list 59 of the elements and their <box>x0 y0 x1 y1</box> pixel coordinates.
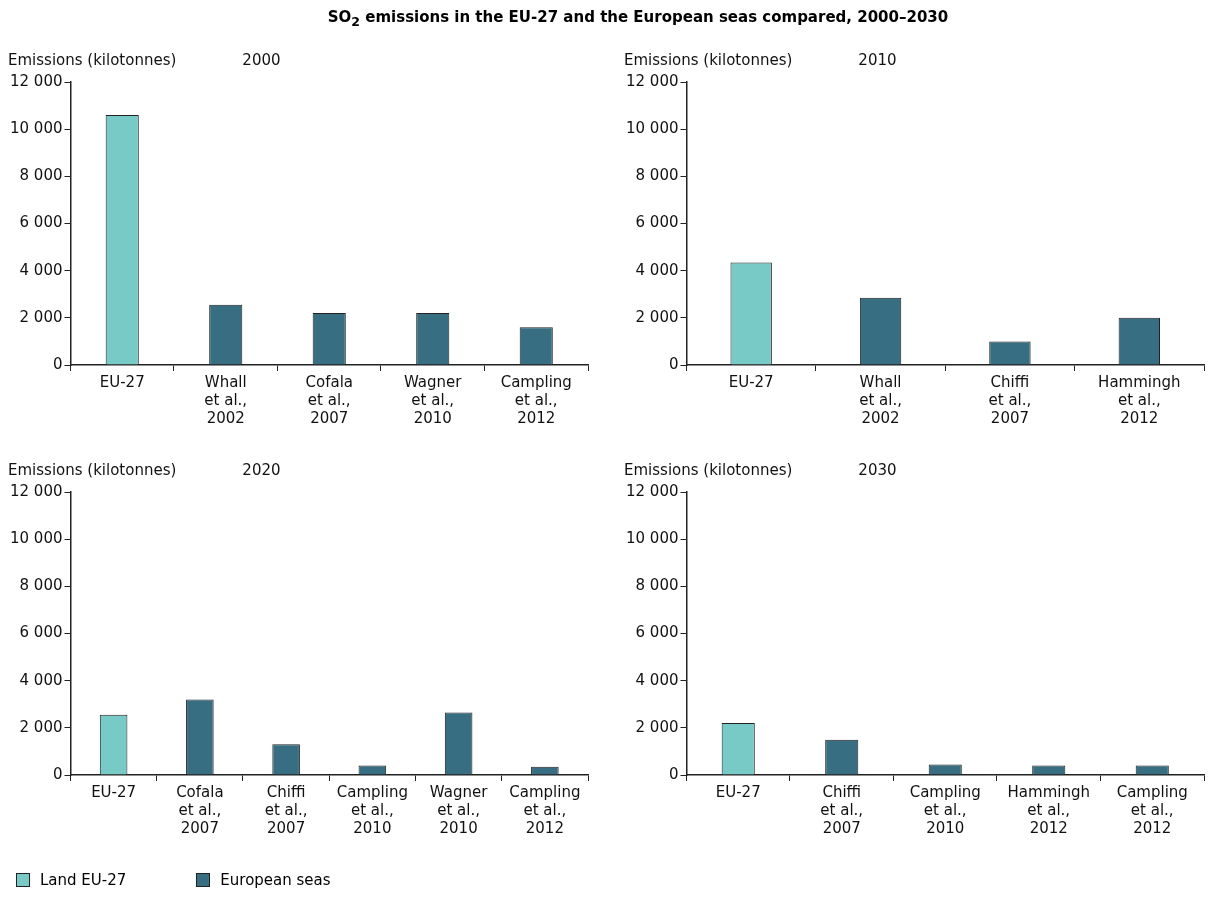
chart-subtitle: 2010 <box>858 51 897 71</box>
x-tick-label: Campling et al., 2012 <box>500 372 572 427</box>
chart-subtitle: 2030 <box>858 461 897 481</box>
x-tick-label: Campling et al., 2010 <box>336 782 408 837</box>
x-tick-label: Whall et al., 2002 <box>204 372 248 427</box>
y-tick-label: 6 000 <box>635 213 679 232</box>
y-tick-label: 8 000 <box>19 576 63 595</box>
x-tick-label: Campling et al., 2012 <box>1116 782 1188 837</box>
y-tick-label: 12 000 <box>9 71 63 90</box>
x-tick-label: EU-27 <box>715 782 761 801</box>
x-tick-label: Campling et al., 2012 <box>509 782 581 837</box>
x-tick-label: Wagner et al., 2010 <box>404 372 463 427</box>
y-tick-label: 12 000 <box>625 71 679 90</box>
x-tick-label: Chiffi et al., 2007 <box>988 372 1032 427</box>
x-tick-label: Cofala et al., 2007 <box>176 782 224 837</box>
y-tick-label: 10 000 <box>9 119 63 138</box>
y-tick-label: 4 000 <box>635 260 679 279</box>
x-tick-label: Whall et al., 2002 <box>859 372 902 427</box>
y-tick-label: 10 000 <box>9 529 63 548</box>
x-tick-label: Chiffi et al., 2007 <box>264 782 308 837</box>
y-tick-label: 10 000 <box>625 529 679 548</box>
y-tick-label: 10 000 <box>625 119 679 138</box>
y-tick-label: 8 000 <box>635 576 679 595</box>
y-tick-label: 2 000 <box>635 717 679 736</box>
y-axis-title: Emissions (kilotonnes) <box>624 461 793 481</box>
x-tick-label: EU-27 <box>91 782 137 801</box>
x-tick-label: Hammingh et al., 2012 <box>1098 372 1181 427</box>
x-tick-label: Chiffi et al., 2007 <box>820 782 864 837</box>
legend-label: European seas <box>220 871 331 889</box>
y-tick-label: 0 <box>668 764 679 783</box>
y-tick-label: 6 000 <box>19 213 63 232</box>
y-tick-label: 8 000 <box>635 166 679 185</box>
y-tick-label: 4 000 <box>19 260 63 279</box>
y-tick-label: 4 000 <box>19 670 63 689</box>
x-tick-label: EU-27 <box>728 372 774 391</box>
y-tick-label: 0 <box>52 354 63 373</box>
y-tick-label: 8 000 <box>19 166 63 185</box>
y-tick-label: 4 000 <box>635 670 679 689</box>
chart-subtitle: 2000 <box>242 51 281 71</box>
y-tick-label: 6 000 <box>19 623 63 642</box>
legend-label: Land EU-27 <box>40 871 127 889</box>
x-tick-label: Hammingh et al., 2012 <box>1007 782 1090 837</box>
y-tick-label: 6 000 <box>635 623 679 642</box>
chart-subtitle: 2020 <box>242 461 281 481</box>
text: SO$_{2}$ emissions in the EU-27 and the European seas compared, 2000–2030 <box>326 8 950 29</box>
y-tick-label: 0 <box>668 354 679 373</box>
y-tick-label: 0 <box>52 764 63 783</box>
y-axis-title: Emissions (kilotonnes) <box>8 461 177 481</box>
y-tick-label: 2 000 <box>635 307 679 326</box>
y-axis-title: Emissions (kilotonnes) <box>8 51 177 71</box>
y-tick-label: 2 000 <box>19 307 63 326</box>
x-tick-label: EU-27 <box>99 372 145 391</box>
x-tick-label: Cofala et al., 2007 <box>305 372 353 427</box>
x-tick-label: Campling et al., 2010 <box>909 782 981 837</box>
y-axis-title: Emissions (kilotonnes) <box>624 51 793 71</box>
y-tick-label: 12 000 <box>625 481 679 500</box>
y-tick-label: 12 000 <box>9 481 63 500</box>
x-tick-label: Wagner et al., 2010 <box>429 782 489 837</box>
y-tick-label: 2 000 <box>19 717 63 736</box>
